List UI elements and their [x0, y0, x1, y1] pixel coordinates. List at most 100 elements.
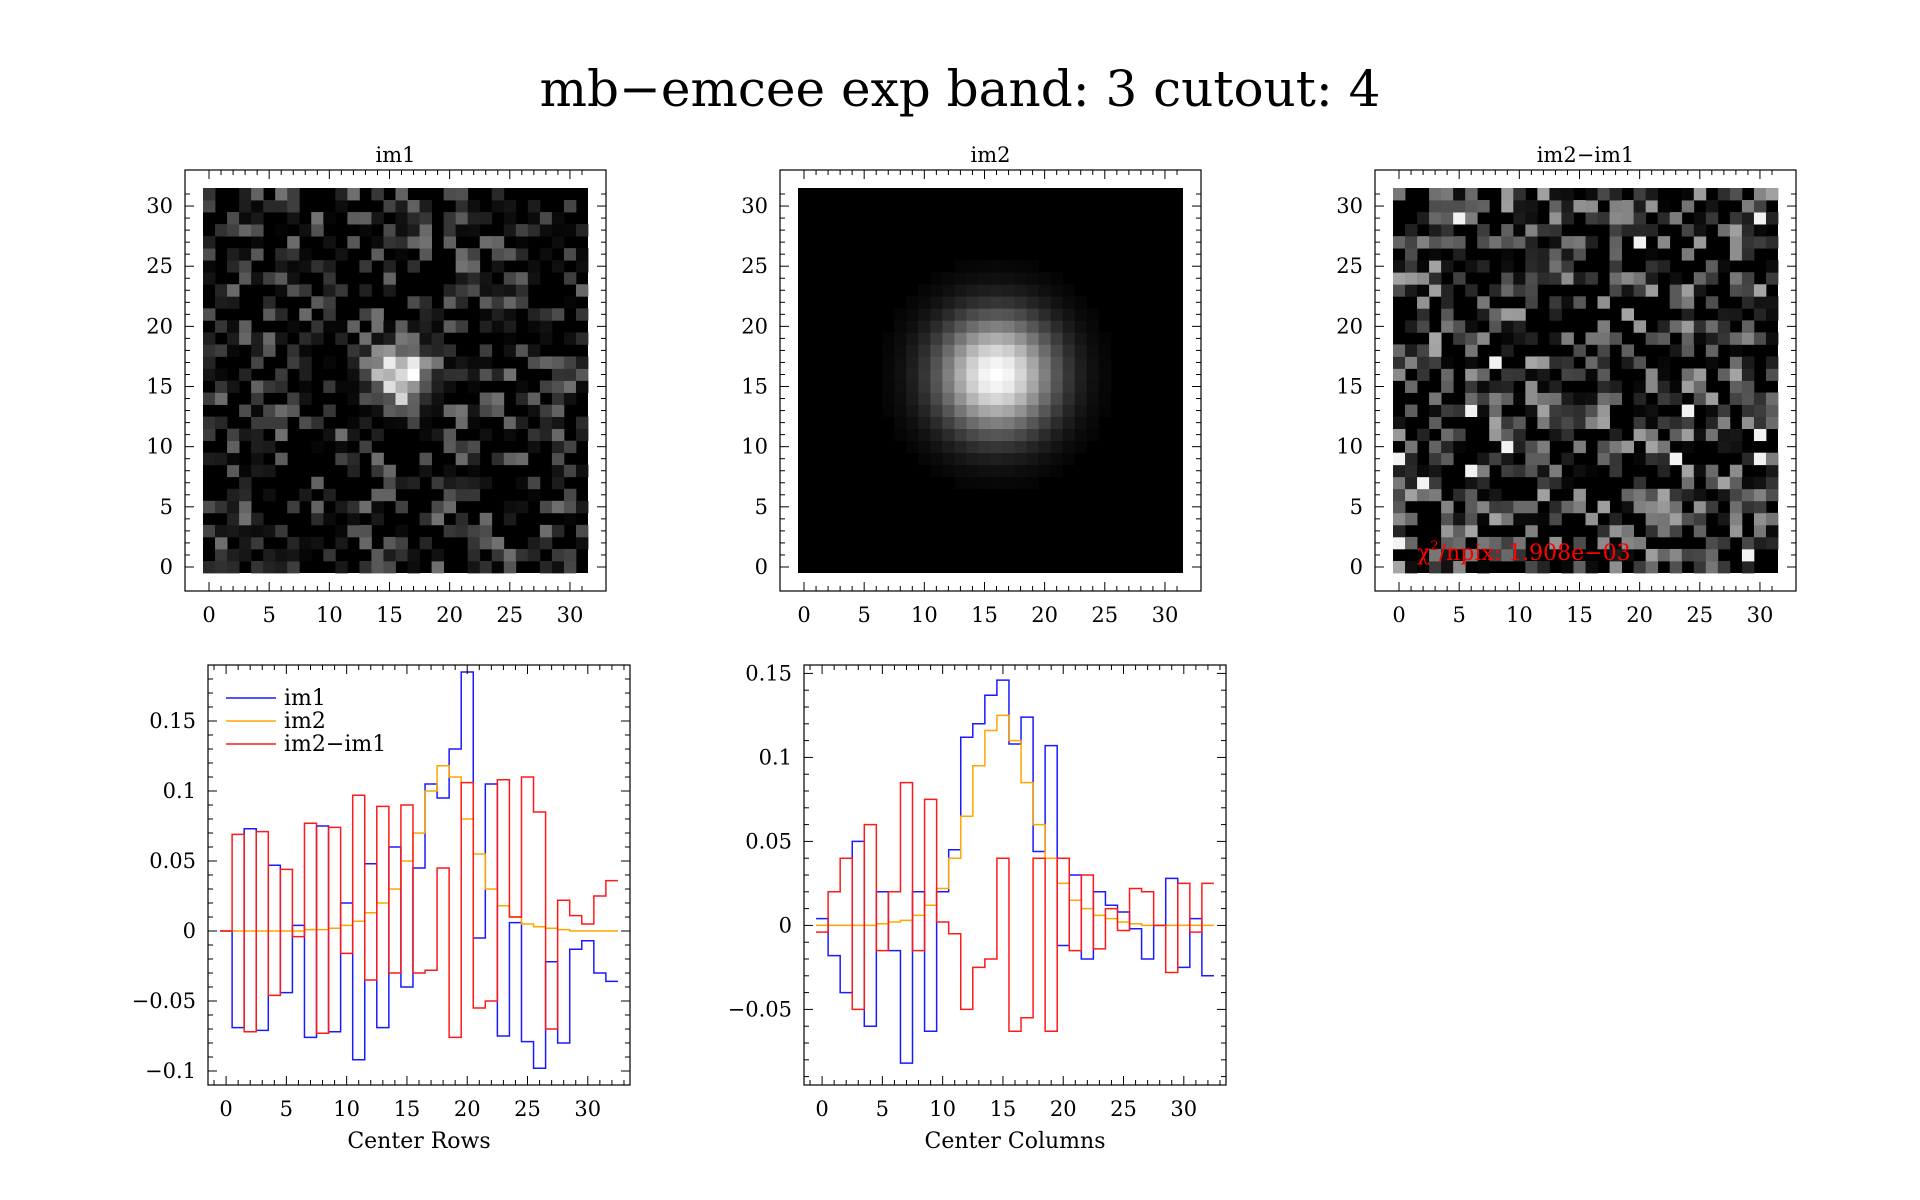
image-pixel — [275, 428, 288, 442]
image-pixel — [1693, 368, 1707, 381]
image-pixel — [551, 452, 565, 466]
image-pixel — [1573, 560, 1586, 574]
image-pixel — [407, 416, 420, 430]
image-pixel — [563, 548, 577, 562]
image-pixel — [359, 416, 372, 430]
image-pixel — [1441, 524, 1454, 538]
image-pixel — [383, 260, 396, 273]
image-pixel — [1501, 236, 1514, 249]
image-pixel — [1645, 368, 1659, 381]
image-pixel — [966, 416, 979, 430]
image-pixel — [359, 560, 372, 574]
image-pixel — [1501, 464, 1514, 478]
x-tick-label: 15 — [394, 1097, 421, 1121]
image-pixel — [918, 440, 931, 454]
image-pixel — [1405, 224, 1418, 237]
image-pixel — [1693, 512, 1707, 526]
image-pixel — [1561, 476, 1574, 490]
image-pixel — [479, 512, 493, 526]
image-pixel — [383, 272, 396, 285]
image-pixel — [383, 416, 396, 430]
image-pixel — [443, 368, 457, 381]
image-pixel — [383, 344, 396, 357]
image-pixel — [251, 452, 264, 466]
image-pixel — [1405, 464, 1418, 478]
x-tick-label: 30 — [1747, 603, 1774, 627]
image-pixel — [1765, 476, 1779, 490]
image-pixel — [1597, 416, 1610, 430]
image-pixel — [1050, 440, 1064, 454]
image-pixel — [443, 212, 457, 225]
image-pixel — [527, 404, 541, 417]
image-pixel — [455, 224, 469, 237]
image-pixel — [1441, 440, 1454, 454]
image-pixel — [383, 356, 396, 369]
image-pixel — [1429, 404, 1442, 417]
image-pixel — [1489, 404, 1502, 417]
image-pixel — [1681, 296, 1695, 309]
image-pixel — [1621, 356, 1635, 369]
image-pixel — [395, 548, 408, 562]
image-pixel — [1038, 416, 1052, 430]
image-pixel — [1038, 464, 1052, 478]
image-pixel — [551, 428, 565, 442]
image-pixel — [1026, 260, 1040, 273]
image-pixel — [1633, 272, 1647, 285]
image-pixel — [371, 404, 384, 417]
image-pixel — [1621, 212, 1635, 225]
image-pixel — [479, 404, 493, 417]
image-pixel — [894, 404, 907, 417]
image-pixel — [1074, 404, 1088, 417]
image-pixel — [527, 536, 541, 550]
image-pixel — [227, 440, 240, 454]
image-pixel — [1026, 392, 1040, 405]
image-pixel — [1014, 452, 1027, 466]
image-pixel — [1741, 320, 1755, 333]
image-pixel — [1681, 308, 1695, 321]
image-pixel — [1585, 272, 1598, 285]
image-pixel — [1549, 416, 1562, 430]
y-tick-label: 0.05 — [149, 849, 196, 873]
image-pixel — [1693, 560, 1707, 574]
image-pixel — [1537, 356, 1550, 369]
image-pixel — [395, 476, 408, 490]
image-pixel — [1573, 296, 1586, 309]
image-pixel — [443, 344, 457, 357]
image-pixel — [1525, 380, 1538, 393]
image-pixel — [1038, 368, 1052, 381]
image-pixel — [395, 536, 408, 550]
image-pixel — [407, 320, 420, 333]
y-tick-label: 25 — [146, 254, 173, 278]
image-pixel — [1513, 320, 1526, 333]
image-pixel — [894, 392, 907, 405]
image-pixel — [1729, 524, 1743, 538]
image-pixel — [383, 476, 396, 490]
image-pixel — [443, 236, 457, 249]
image-pixel — [1537, 224, 1550, 237]
image-pixel — [479, 536, 493, 550]
image-pixel — [1657, 440, 1671, 454]
image-pixel — [966, 332, 979, 345]
image-pixel — [1014, 284, 1027, 297]
image-pixel — [1537, 368, 1550, 381]
image-pixel — [1741, 452, 1755, 466]
image-pixel — [1597, 500, 1610, 514]
image-pixel — [1609, 440, 1622, 454]
image-pixel — [1038, 296, 1052, 309]
image-pixel — [1537, 416, 1550, 430]
image-pixel — [1038, 344, 1052, 357]
x-tick-label: 10 — [911, 603, 938, 627]
image-pixel — [491, 200, 505, 213]
image-pixel — [1489, 416, 1502, 430]
image-pixel — [894, 356, 907, 369]
image-pixel — [1669, 560, 1683, 574]
image-pixel — [1050, 296, 1064, 309]
image-pixel — [275, 272, 288, 285]
image-pixel — [1633, 212, 1647, 225]
image-pixel — [203, 272, 216, 285]
image-pixel — [311, 500, 324, 514]
image-pixel — [1026, 284, 1040, 297]
image-pixel — [882, 332, 895, 345]
image-pixel — [1681, 344, 1695, 357]
image-pixel — [1441, 500, 1454, 514]
